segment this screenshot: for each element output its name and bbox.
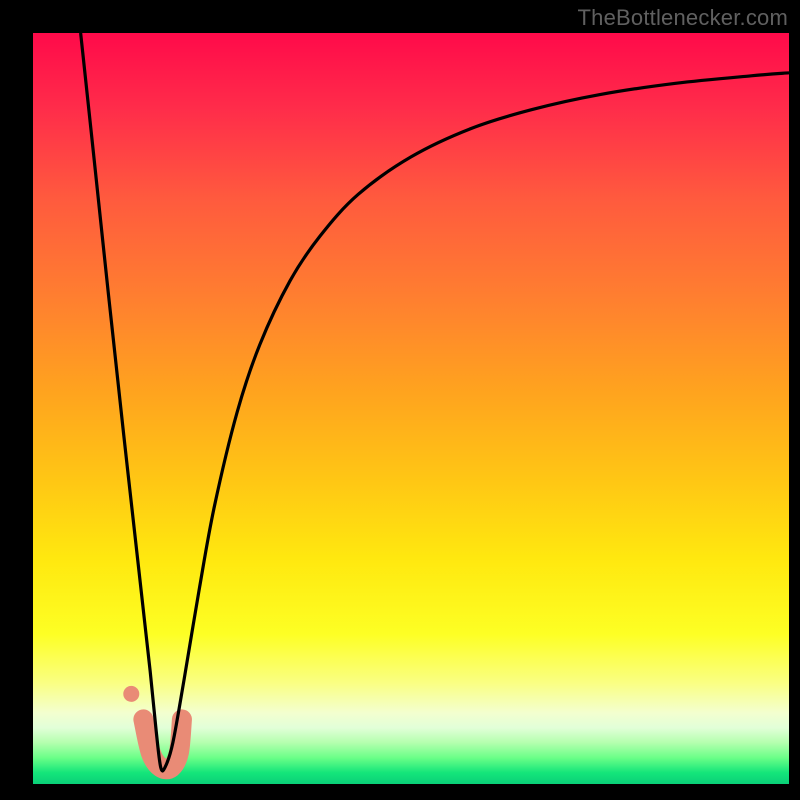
plot-svg xyxy=(33,33,789,784)
gradient-background xyxy=(33,33,789,784)
highlight-dot xyxy=(123,686,139,702)
plot-area xyxy=(33,33,789,784)
watermark-text: TheBottlenecker.com xyxy=(578,5,788,31)
